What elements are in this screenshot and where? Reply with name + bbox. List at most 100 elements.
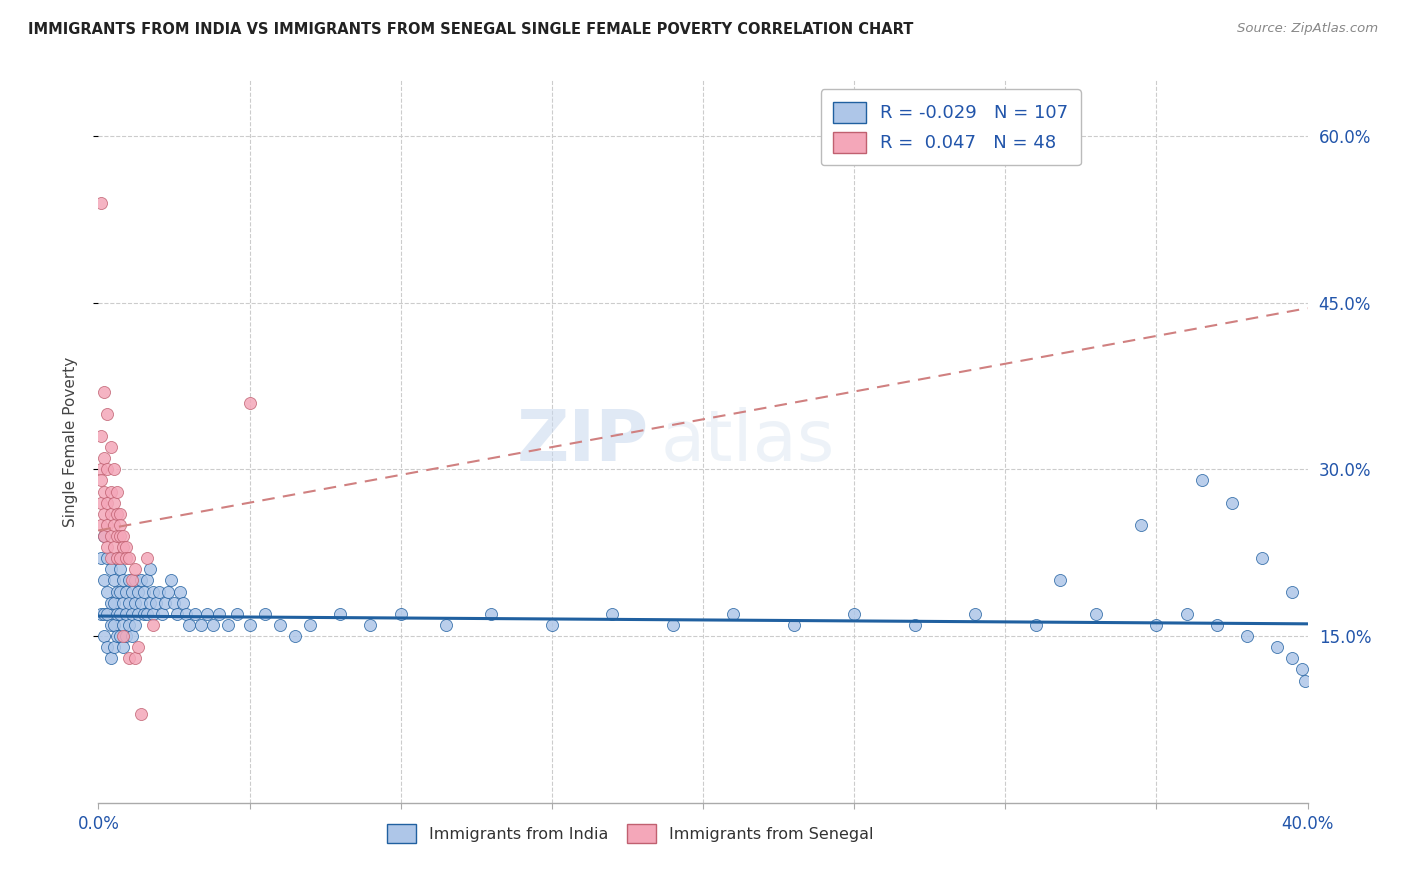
- Point: [105, 551, 128, 566]
- Point: [118, 551, 141, 566]
- Point: [127, 607, 149, 621]
- Point: [602, 607, 624, 621]
- Y-axis label: Single Female Poverty: Single Female Poverty: [63, 357, 77, 526]
- Point: [93, 529, 115, 543]
- Point: [93, 507, 115, 521]
- Point: [114, 607, 136, 621]
- Point: [108, 529, 131, 543]
- Point: [103, 517, 125, 532]
- Point: [111, 529, 134, 543]
- Point: [253, 607, 276, 621]
- Point: [284, 629, 307, 643]
- Point: [105, 584, 128, 599]
- Point: [124, 618, 146, 632]
- Point: [96, 551, 118, 566]
- Point: [163, 596, 186, 610]
- Point: [93, 529, 115, 543]
- Point: [114, 540, 136, 554]
- Point: [217, 618, 239, 632]
- Point: [93, 607, 115, 621]
- Point: [118, 651, 141, 665]
- Point: [179, 618, 201, 632]
- Text: atlas: atlas: [661, 407, 835, 476]
- Point: [103, 640, 125, 655]
- Point: [723, 607, 745, 621]
- Point: [90, 551, 112, 566]
- Point: [1281, 651, 1303, 665]
- Point: [129, 706, 152, 721]
- Point: [1024, 618, 1046, 632]
- Point: [389, 607, 412, 621]
- Point: [111, 629, 134, 643]
- Text: IMMIGRANTS FROM INDIA VS IMMIGRANTS FROM SENEGAL SINGLE FEMALE POVERTY CORRELATI: IMMIGRANTS FROM INDIA VS IMMIGRANTS FROM…: [28, 22, 914, 37]
- Point: [172, 596, 194, 610]
- Point: [239, 395, 262, 409]
- Point: [93, 384, 115, 399]
- Point: [124, 596, 146, 610]
- Point: [90, 607, 112, 621]
- Point: [360, 618, 382, 632]
- Point: [111, 596, 134, 610]
- Point: [239, 618, 262, 632]
- Point: [103, 574, 125, 588]
- Point: [121, 584, 143, 599]
- Point: [1281, 584, 1303, 599]
- Point: [129, 574, 152, 588]
- Point: [135, 607, 157, 621]
- Point: [132, 607, 155, 621]
- Point: [105, 484, 128, 499]
- Point: [96, 517, 118, 532]
- Point: [100, 618, 122, 632]
- Point: [90, 496, 112, 510]
- Point: [139, 596, 162, 610]
- Point: [96, 607, 118, 621]
- Point: [108, 551, 131, 566]
- Point: [124, 574, 146, 588]
- Point: [90, 474, 112, 488]
- Point: [108, 562, 131, 576]
- Point: [135, 551, 157, 566]
- Point: [139, 562, 162, 576]
- Point: [661, 618, 683, 632]
- Point: [127, 640, 149, 655]
- Point: [160, 574, 183, 588]
- Point: [269, 618, 291, 632]
- Point: [481, 607, 503, 621]
- Point: [1294, 673, 1316, 688]
- Point: [153, 596, 176, 610]
- Legend: Immigrants from India, Immigrants from Senegal: Immigrants from India, Immigrants from S…: [381, 818, 880, 849]
- Point: [156, 584, 179, 599]
- Point: [1175, 607, 1198, 621]
- Text: Source: ZipAtlas.com: Source: ZipAtlas.com: [1237, 22, 1378, 36]
- Point: [169, 584, 191, 599]
- Point: [118, 618, 141, 632]
- Point: [118, 596, 141, 610]
- Point: [96, 407, 118, 421]
- Point: [108, 629, 131, 643]
- Point: [114, 584, 136, 599]
- Point: [111, 574, 134, 588]
- Point: [127, 584, 149, 599]
- Point: [174, 607, 197, 621]
- Point: [93, 574, 115, 588]
- Point: [90, 517, 112, 532]
- Point: [105, 629, 128, 643]
- Point: [329, 607, 352, 621]
- Point: [108, 507, 131, 521]
- Point: [150, 607, 173, 621]
- Point: [1267, 640, 1289, 655]
- Point: [148, 584, 170, 599]
- Point: [195, 607, 218, 621]
- Point: [108, 584, 131, 599]
- Point: [844, 607, 866, 621]
- Point: [103, 540, 125, 554]
- Point: [184, 607, 207, 621]
- Point: [1291, 662, 1313, 676]
- Point: [208, 607, 231, 621]
- Point: [96, 640, 118, 655]
- Point: [1085, 607, 1108, 621]
- Point: [93, 451, 115, 466]
- Point: [105, 507, 128, 521]
- Point: [142, 607, 165, 621]
- Point: [103, 462, 125, 476]
